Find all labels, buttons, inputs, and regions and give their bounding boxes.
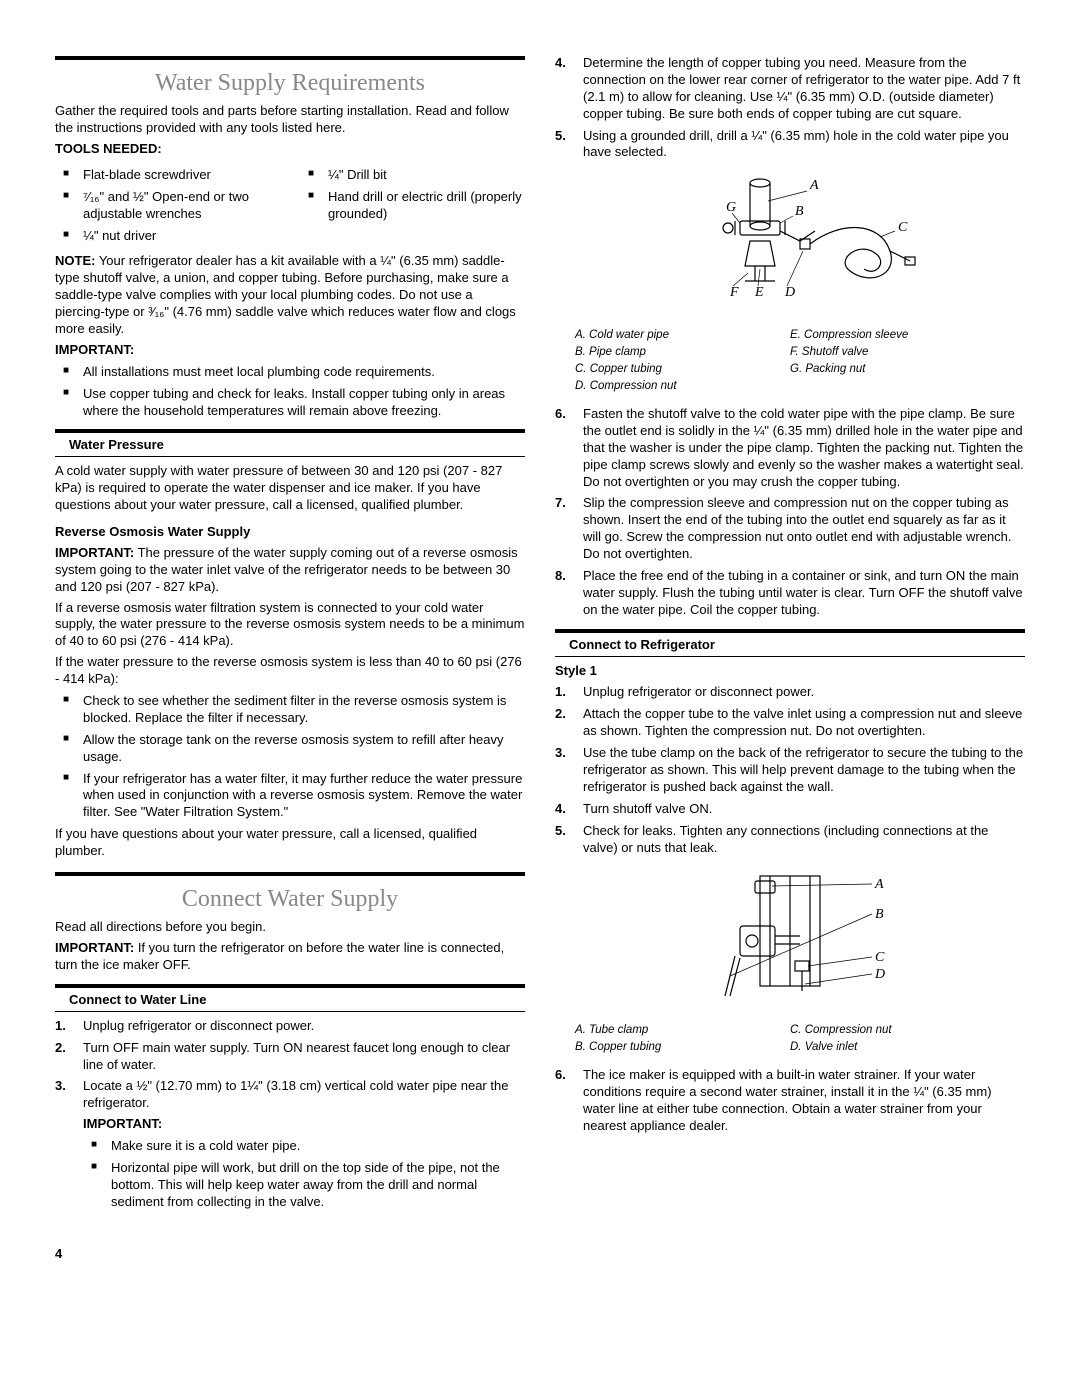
- step-item: 7.Slip the compression sleeve and compre…: [555, 495, 1025, 563]
- important-item: Use copper tubing and check for leaks. I…: [55, 386, 525, 420]
- diag-label: A: [874, 877, 884, 892]
- legend-item: F. Shutoff valve: [790, 345, 1005, 360]
- note-label: NOTE:: [55, 253, 95, 268]
- legend-item: G. Packing nut: [790, 362, 1005, 377]
- section-title-water-supply-req: Water Supply Requirements: [55, 68, 525, 99]
- rule: [555, 656, 1025, 657]
- ro-important: IMPORTANT: The pressure of the water sup…: [55, 545, 525, 596]
- diag-label: B: [875, 907, 884, 922]
- important-label: IMPORTANT:: [55, 342, 525, 359]
- section-title-connect-water: Connect Water Supply: [55, 884, 525, 915]
- subhead-reverse-osmosis: Reverse Osmosis Water Supply: [55, 524, 525, 541]
- legend-item: B. Copper tubing: [575, 1040, 790, 1055]
- style1-head: Style 1: [555, 663, 1025, 680]
- step-item: 1.Unplug refrigerator or disconnect powe…: [55, 1018, 525, 1035]
- diag-label: A: [809, 178, 819, 193]
- subhead-water-pressure: Water Pressure: [55, 437, 525, 454]
- subhead-connect-refrigerator: Connect to Refrigerator: [555, 637, 1025, 654]
- diagram-refrigerator: A B C D: [555, 866, 1025, 1011]
- legend-item: A. Tube clamp: [575, 1023, 790, 1038]
- step-item: 6.Fasten the shutoff valve to the cold w…: [555, 406, 1025, 490]
- rule: [55, 1011, 525, 1012]
- diag-label: D: [784, 285, 795, 300]
- page-number: 4: [55, 1246, 1025, 1263]
- cws-important: IMPORTANT: If you turn the refrigerator …: [55, 940, 525, 974]
- diag-label: D: [874, 967, 885, 982]
- intro-text: Gather the required tools and parts befo…: [55, 103, 525, 137]
- tool-item: ¼" nut driver: [55, 228, 280, 245]
- step-item: 8.Place the free end of the tubing in a …: [555, 568, 1025, 619]
- legend-item: C. Copper tubing: [575, 362, 790, 377]
- subhead-connect-water-line: Connect to Water Line: [55, 992, 525, 1009]
- ro-list-item: Allow the storage tank on the reverse os…: [55, 732, 525, 766]
- rule: [55, 456, 525, 457]
- important-label: IMPORTANT:: [83, 1116, 525, 1133]
- step-item: 1.Unplug refrigerator or disconnect powe…: [555, 684, 1025, 701]
- tool-item: ¼" Drill bit: [300, 167, 525, 184]
- tools-grid: Flat-blade screwdriver ⁷⁄₁₆" and ½" Open…: [55, 162, 525, 250]
- diag-label: F: [729, 285, 739, 300]
- legend-item: D. Valve inlet: [790, 1040, 1005, 1055]
- diag-label: E: [754, 285, 764, 300]
- water-pressure-text: A cold water supply with water pressure …: [55, 463, 525, 514]
- diagram-legend: A. Tube clamp B. Copper tubing C. Compre…: [555, 1021, 1025, 1057]
- ro-list-item: If your refrigerator has a water filter,…: [55, 771, 525, 822]
- legend-item: A. Cold water pipe: [575, 328, 790, 343]
- rule: [55, 984, 525, 988]
- rule: [55, 429, 525, 433]
- step-item: 2.Attach the copper tube to the valve in…: [555, 706, 1025, 740]
- step-item: 5.Check for leaks. Tighten any connectio…: [555, 823, 1025, 857]
- important-label: IMPORTANT:: [55, 940, 134, 955]
- tools-needed-label: TOOLS NEEDED:: [55, 141, 525, 158]
- step-item: 2.Turn OFF main water supply. Turn ON ne…: [55, 1040, 525, 1074]
- diag-label: B: [795, 204, 804, 219]
- legend-item: B. Pipe clamp: [575, 345, 790, 360]
- diagram-legend: A. Cold water pipe B. Pipe clamp C. Copp…: [555, 326, 1025, 396]
- ro-text: If you have questions about your water p…: [55, 826, 525, 860]
- legend-item: C. Compression nut: [790, 1023, 1005, 1038]
- sub-item: Horizontal pipe will work, but drill on …: [83, 1160, 525, 1211]
- tool-item: Hand drill or electric drill (properly g…: [300, 189, 525, 223]
- legend-item: D. Compression nut: [575, 379, 790, 394]
- diag-label: C: [875, 950, 885, 965]
- tool-item: Flat-blade screwdriver: [55, 167, 280, 184]
- important-label: IMPORTANT:: [55, 545, 134, 560]
- ro-list-item: Check to see whether the sediment filter…: [55, 693, 525, 727]
- cws-text: Read all directions before you begin.: [55, 919, 525, 936]
- step-item: 5.Using a grounded drill, drill a ¼" (6.…: [555, 128, 1025, 162]
- step-item: 6.The ice maker is equipped with a built…: [555, 1067, 1025, 1135]
- step-item: 3.Locate a ½" (12.70 mm) to 1¼" (3.18 cm…: [55, 1078, 525, 1210]
- rule: [55, 872, 525, 876]
- ro-text: If a reverse osmosis water filtration sy…: [55, 600, 525, 651]
- legend-item: E. Compression sleeve: [790, 328, 1005, 343]
- tool-item: ⁷⁄₁₆" and ½" Open-end or two adjustable …: [55, 189, 280, 223]
- diag-label: C: [898, 220, 908, 235]
- step-item: 3.Use the tube clamp on the back of the …: [555, 745, 1025, 796]
- step-item: 4.Turn shutoff valve ON.: [555, 801, 1025, 818]
- page: Water Supply Requirements Gather the req…: [55, 50, 1025, 1216]
- note-paragraph: NOTE: Your refrigerator dealer has a kit…: [55, 253, 525, 337]
- note-text: Your refrigerator dealer has a kit avail…: [55, 253, 516, 336]
- ro-text: If the water pressure to the reverse osm…: [55, 654, 525, 688]
- right-column: 4.Determine the length of copper tubing …: [555, 50, 1025, 1216]
- rule: [55, 56, 525, 60]
- important-item: All installations must meet local plumbi…: [55, 364, 525, 381]
- diag-label: G: [726, 200, 736, 215]
- step-item: 4.Determine the length of copper tubing …: [555, 55, 1025, 123]
- sub-item: Make sure it is a cold water pipe.: [83, 1138, 525, 1155]
- diagram-water-line: A B G C F E D: [555, 171, 1025, 316]
- left-column: Water Supply Requirements Gather the req…: [55, 50, 525, 1216]
- rule: [555, 629, 1025, 633]
